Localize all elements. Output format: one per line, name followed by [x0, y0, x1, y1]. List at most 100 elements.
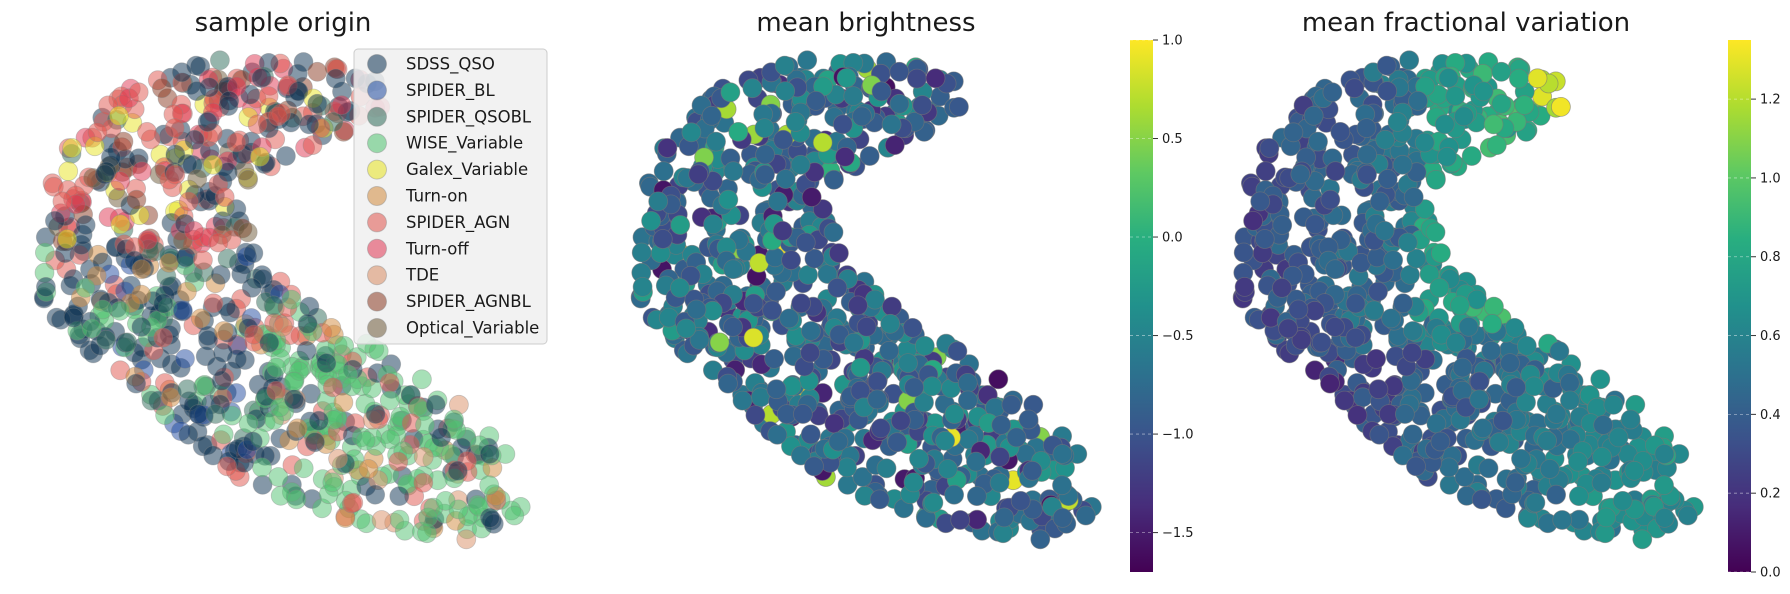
scatter-point: [1612, 490, 1633, 511]
scatter-point: [795, 232, 816, 253]
scatter-point: [1516, 335, 1537, 356]
scatter-point: [703, 214, 723, 235]
scatter-point: [1603, 394, 1624, 415]
scatter-point: [1259, 138, 1280, 158]
scatter-point: [836, 68, 857, 88]
scatter-point: [944, 484, 964, 505]
scatter-point: [742, 78, 763, 99]
legend-marker: [367, 80, 387, 101]
scatter-point: [176, 281, 197, 302]
panel-title: sample origin: [195, 8, 372, 38]
scatter-point: [75, 277, 96, 298]
scatter-point: [328, 448, 349, 469]
scatter-point: [1591, 472, 1612, 493]
scatter-point: [435, 490, 456, 511]
scatter-point: [882, 296, 902, 317]
scatter-point: [307, 61, 328, 82]
scatter-point: [153, 293, 174, 314]
scatter-point: [479, 475, 500, 496]
scatter-point: [268, 467, 289, 487]
legend-label: TDE: [405, 266, 439, 285]
colorbar-gradient: [1728, 40, 1751, 572]
scatter-point: [192, 250, 213, 271]
scatter-point: [186, 81, 207, 101]
scatter-point: [1446, 332, 1466, 353]
scatter-point: [764, 348, 784, 369]
scatter-point: [1560, 390, 1580, 411]
scatter-point: [743, 293, 764, 314]
scatter-point: [1334, 390, 1355, 411]
scatter-point: [907, 68, 927, 89]
colorbar-tick-label: 1.2: [1760, 93, 1781, 108]
scatter-point: [1491, 93, 1512, 114]
scatter-point: [994, 507, 1014, 528]
scatter-point: [1472, 418, 1493, 439]
colorbar: 1.2 1.0 0.8 0.6 0.4 0.2 0.0: [1728, 40, 1781, 581]
scatter-point: [871, 81, 892, 102]
colorbar-tick-label: 0.0: [1760, 566, 1781, 581]
scatter-point: [325, 68, 346, 89]
legend-frame: [353, 48, 548, 345]
scatter-point: [720, 82, 741, 103]
scatter-point: [1478, 458, 1499, 479]
scatter-point: [243, 324, 264, 345]
scatter-point: [1288, 299, 1309, 320]
scatter-point: [1393, 293, 1413, 314]
scatter-point: [203, 445, 224, 466]
scatter-point: [160, 387, 181, 408]
scatter-point: [966, 451, 986, 472]
scatter-point: [343, 492, 364, 513]
scatter-point: [165, 164, 186, 185]
scatter-point: [884, 135, 905, 156]
scatter-point: [456, 529, 477, 550]
scatter-point: [379, 390, 400, 411]
scatter-point: [793, 404, 813, 424]
scatter-point: [1325, 259, 1345, 280]
scatter-point: [902, 317, 923, 338]
scatter-point: [767, 191, 788, 212]
scatter-point: [944, 404, 965, 424]
scatter-point: [217, 456, 238, 477]
scatter-point: [1469, 389, 1490, 410]
scatter-point: [1345, 293, 1366, 314]
scatter-point: [1568, 451, 1588, 472]
scatter-point: [113, 131, 134, 152]
scatter-point: [1399, 50, 1420, 71]
scatter-point: [183, 220, 204, 241]
scatter-point: [1430, 431, 1451, 452]
scatter-point: [852, 106, 872, 127]
scatter-point: [431, 427, 452, 448]
scatter-point: [723, 259, 743, 280]
scatter-point: [1406, 248, 1427, 269]
scatter-point: [1233, 242, 1254, 263]
scatter-point: [1491, 61, 1512, 82]
scatter-point: [689, 329, 710, 350]
scatter-point: [96, 329, 116, 350]
scatter-point: [648, 191, 669, 212]
scatter-point: [287, 418, 308, 439]
scatter-point: [1467, 289, 1487, 310]
scatter-point: [1290, 164, 1311, 185]
scatter-point: [1303, 105, 1324, 126]
scatter-point: [1406, 456, 1426, 477]
scatter-point: [1305, 214, 1325, 235]
legend-marker: [367, 54, 387, 74]
scatter-point: [252, 457, 272, 478]
scatter-point: [57, 229, 78, 249]
scatter-point: [333, 392, 354, 413]
scatter-point: [131, 317, 152, 337]
scatter-point: [670, 215, 691, 235]
scatter-point: [1509, 68, 1529, 89]
scatter-point: [676, 318, 696, 339]
legend-marker: [367, 238, 387, 259]
scatter-point: [1458, 316, 1479, 337]
scatter-point: [1366, 348, 1386, 369]
scatter-point: [718, 373, 738, 394]
panel-mean-fractional-variation: mean fractional variation 1.2 1.0 0.8 0.6 0.…: [1232, 8, 1781, 581]
scatter-point: [732, 390, 753, 411]
legend-label: SPIDER_BL: [406, 81, 495, 101]
legend-label: SDSS_QSO: [406, 55, 495, 75]
colorbar-tick-label: 1.0: [1760, 171, 1781, 186]
scatter-point: [202, 154, 223, 175]
scatter-point: [1325, 161, 1346, 182]
